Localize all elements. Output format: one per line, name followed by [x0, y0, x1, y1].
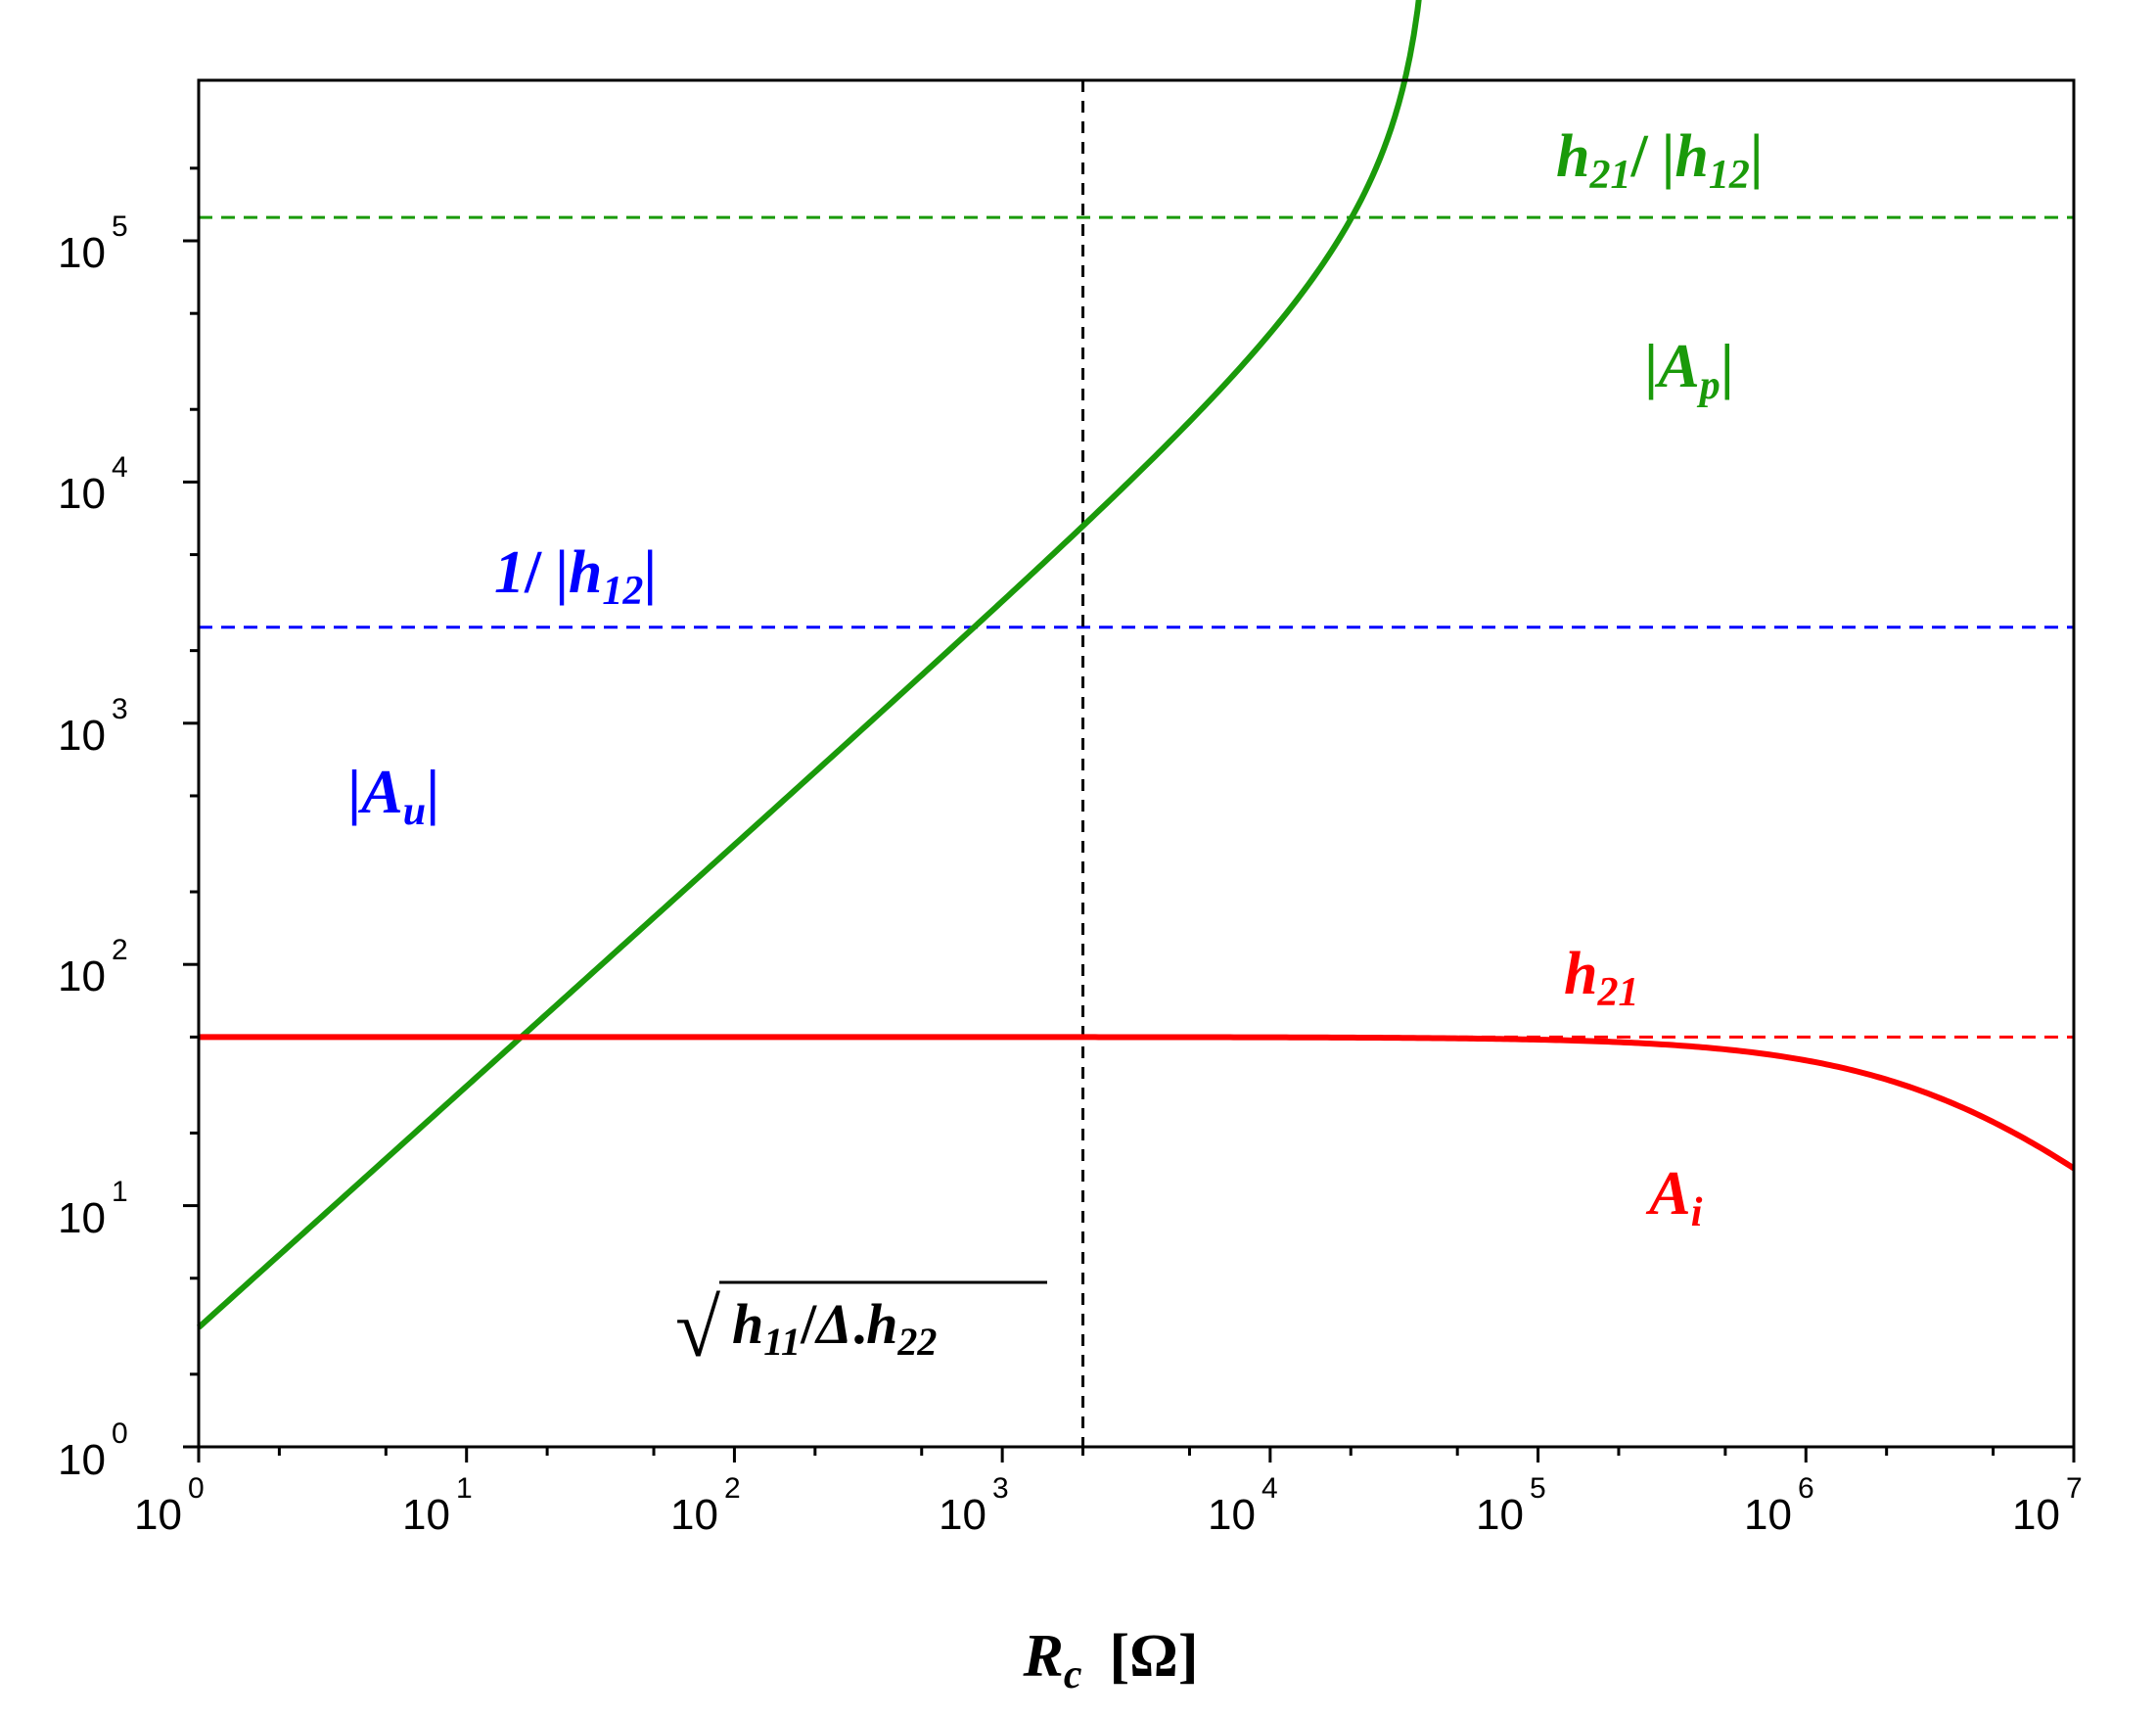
- annot-h21-sub: 21: [1596, 970, 1638, 1015]
- annot-opt-h2: h: [866, 1292, 897, 1356]
- annot-inv-h12-h: h: [569, 539, 602, 606]
- x-tick-labels: 10 0 10 1 10 2 10 3 10 4 10 5 10 6 10 7: [134, 1472, 2083, 1539]
- x-tick-label-6: 10: [1744, 1491, 1792, 1539]
- x-axis-label-sub: c: [1064, 1652, 1082, 1697]
- annot-ai-main: A: [1645, 1158, 1691, 1228]
- y-tick-label-3: 10: [58, 712, 106, 760]
- x-tick-label-3: 10: [939, 1491, 986, 1539]
- annot-h21h12-sub2: 12: [1709, 153, 1750, 198]
- annot-opt-root: √: [675, 1283, 721, 1374]
- annot-h21-h: h: [1564, 941, 1597, 1007]
- annot-h21h12-sub1: 21: [1588, 153, 1630, 198]
- annot-opt-sub1: 11: [763, 1320, 801, 1364]
- annot-au-main: A: [357, 757, 403, 826]
- y-tick-exp-4: 4: [112, 451, 128, 484]
- x-axis-label: Rc [Ω]: [1023, 1623, 1199, 1697]
- y-tick-exp-2: 2: [112, 934, 128, 966]
- annot-ap-sub: p: [1697, 363, 1720, 408]
- annotation-one-over-h12: 1/|h12|: [494, 539, 657, 614]
- y-tick-exp-5: 5: [112, 210, 128, 243]
- annot-opt-delta: Δ: [814, 1292, 851, 1356]
- annot-h21h12-h2: h: [1674, 123, 1708, 190]
- x-tick-label-5: 10: [1476, 1491, 1524, 1539]
- annot-h21h12-bar-right: |: [1750, 123, 1764, 190]
- annot-au-bar-right: |: [426, 757, 439, 826]
- x-tick-exp-5: 5: [1530, 1472, 1546, 1505]
- annot-h21h12-h: h: [1556, 123, 1589, 190]
- axis-ticks: [183, 166, 2076, 1463]
- x-tick-label-7: 10: [2012, 1491, 2060, 1539]
- annotation-optimum: √ h11/Δ.h22: [675, 1280, 1047, 1374]
- annot-opt-sub2: 22: [896, 1320, 937, 1364]
- x-axis-label-symbol: R: [1023, 1623, 1064, 1690]
- y-tick-labels: 10 0 10 1 10 2 10 3 10 4 10 5: [58, 210, 128, 1484]
- annot-inv-h12-bar-right: |: [643, 539, 657, 606]
- series-line-ap: [196, 0, 1422, 1330]
- x-tick-label-0: 10: [134, 1491, 182, 1539]
- plot-frame: [197, 78, 2076, 1449]
- annot-opt-h: h: [732, 1292, 763, 1356]
- y-tick-exp-3: 3: [112, 693, 128, 725]
- annotation-h21-over-h12: h21/|h12|: [1556, 123, 1764, 198]
- annotation-ai: Ai: [1645, 1158, 1703, 1235]
- annot-inv-h12-one: 1: [494, 539, 525, 606]
- y-tick-label-2: 10: [58, 952, 106, 1000]
- y-tick-label-5: 10: [58, 229, 106, 277]
- x-tick-exp-3: 3: [992, 1472, 1009, 1505]
- annot-opt-dot: .: [852, 1292, 867, 1356]
- annot-ai-sub: i: [1691, 1190, 1703, 1235]
- x-tick-exp-2: 2: [724, 1472, 741, 1505]
- x-tick-exp-0: 0: [188, 1472, 205, 1505]
- annotation-au: |Au|: [347, 757, 439, 834]
- annot-h21h12-slash: /: [1629, 123, 1648, 190]
- x-tick-label-4: 10: [1208, 1491, 1256, 1539]
- x-axis-label-unit: [Ω]: [1110, 1623, 1199, 1690]
- x-tick-label-1: 10: [402, 1491, 450, 1539]
- x-tick-label-2: 10: [670, 1491, 718, 1539]
- y-tick-label-0: 10: [58, 1436, 106, 1484]
- annotation-h21: h21: [1564, 941, 1638, 1015]
- annot-ap-bar-right: |: [1720, 331, 1734, 400]
- annot-au-sub: u: [403, 789, 426, 834]
- x-tick-exp-1: 1: [456, 1472, 473, 1505]
- y-tick-exp-1: 1: [112, 1176, 128, 1208]
- annot-au-bar-left: |: [347, 757, 361, 826]
- y-tick-exp-0: 0: [112, 1417, 128, 1450]
- annotation-ap: |Ap|: [1644, 331, 1734, 408]
- annot-opt-slash: /: [800, 1292, 817, 1356]
- annot-inv-h12-sub: 12: [602, 569, 643, 614]
- annot-ap-bar-left: |: [1644, 331, 1658, 400]
- x-tick-exp-7: 7: [2066, 1472, 2083, 1505]
- annot-ap-main: A: [1654, 331, 1700, 400]
- annot-inv-h12-slash: /: [524, 539, 542, 606]
- y-tick-label-4: 10: [58, 470, 106, 518]
- annot-opt-expr: h11/Δ.h22: [732, 1292, 937, 1364]
- annot-h21h12-bar-left: |: [1662, 123, 1675, 190]
- annot-inv-h12-bar-left: |: [555, 539, 569, 606]
- x-tick-exp-4: 4: [1261, 1472, 1278, 1505]
- series-line-ai: [199, 1034, 2076, 1171]
- x-tick-exp-6: 6: [1798, 1472, 1814, 1505]
- y-tick-label-1: 10: [58, 1194, 106, 1242]
